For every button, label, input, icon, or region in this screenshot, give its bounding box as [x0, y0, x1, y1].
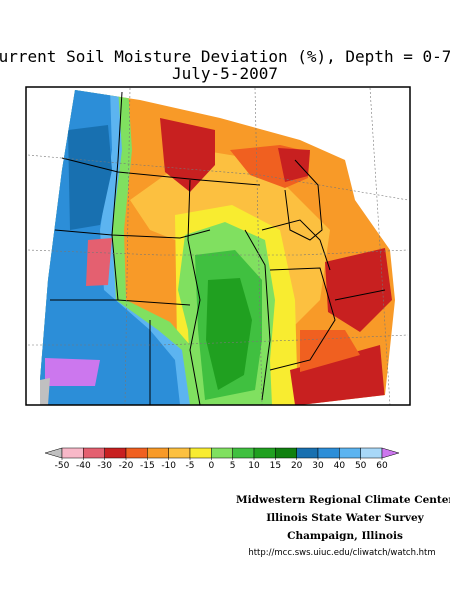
legend-swatch [232, 447, 255, 459]
legend-tick-label: 15 [270, 461, 281, 471]
legend-tick-label: -40 [76, 461, 91, 471]
legend-over [381, 447, 400, 459]
legend-swatch [147, 447, 169, 459]
legend-swatch [360, 447, 383, 459]
legend-tick-label: 5 [230, 461, 236, 471]
legend-tick-label: -50 [55, 461, 70, 471]
legend-tick-label: 50 [355, 461, 367, 471]
legend-tick-label: -20 [119, 461, 134, 471]
legend-tick-label: -10 [161, 461, 176, 471]
legend-swatch [253, 447, 276, 459]
date: July-5-2007 [172, 64, 278, 83]
url: http://mcc.sws.uiuc.edu/cliwatch/watch.h… [248, 548, 435, 558]
legend-tick-label: -30 [97, 461, 112, 471]
legend-swatch [275, 447, 297, 459]
legend-swatch [168, 447, 191, 459]
legend-tick-label: 20 [291, 461, 303, 471]
legend-swatch [189, 447, 212, 459]
legend-under [44, 447, 63, 459]
map-frame [25, 86, 411, 406]
credit-line: Illinois State Water Survey [266, 512, 424, 524]
legend-tick-label: 10 [248, 461, 260, 471]
legend-swatch [83, 447, 105, 459]
legend-swatch [125, 447, 148, 459]
legend-tick-label: 40 [334, 461, 346, 471]
credit-line: Midwestern Regional Climate Center [236, 494, 450, 506]
legend-tick-label: -5 [186, 461, 195, 471]
title: Current Soil Moisture Deviation (%), Dep… [0, 47, 450, 66]
map-field [40, 90, 395, 405]
legend-swatch [104, 447, 127, 459]
legend-swatch [339, 447, 361, 459]
legend-swatch [317, 447, 340, 459]
legend-tick-label: 30 [312, 461, 324, 471]
credit-line: Champaign, Illinois [287, 530, 403, 542]
legend-tick-label: 0 [208, 461, 214, 471]
legend-swatch [296, 447, 319, 459]
legend-swatch [61, 447, 84, 459]
boundaries [50, 91, 386, 406]
legend-swatch [211, 447, 233, 459]
legend-tick-label: -15 [140, 461, 155, 471]
legend-tick-label: 60 [376, 461, 388, 471]
legend: -50 -40 -30 -20 -15 -10 -5 0 5 10 15 20 30 40 50 60 [44, 447, 400, 471]
graticule [27, 87, 409, 406]
